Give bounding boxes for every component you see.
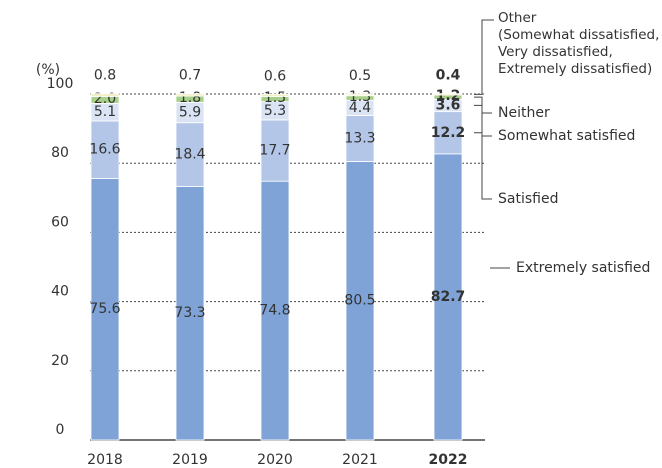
bar-segment — [175, 185, 205, 441]
leader-line — [474, 132, 492, 200]
leader-line — [474, 19, 492, 95]
leader-line — [474, 96, 492, 114]
leader-line — [474, 104, 492, 137]
bar-segment — [260, 119, 290, 182]
value-label: 74.8 — [259, 303, 290, 319]
y-tick-label: 20 — [51, 353, 69, 369]
value-label: 73.3 — [174, 305, 205, 321]
legend-label: Satisfied — [498, 191, 558, 207]
value-label: 12.2 — [431, 125, 466, 141]
value-label: 0.7 — [179, 68, 201, 84]
y-tick-label: 80 — [51, 145, 69, 161]
value-label: 13.3 — [344, 130, 375, 146]
value-label: 82.7 — [431, 289, 466, 305]
bar-segment — [433, 111, 463, 155]
value-label: 0.6 — [264, 68, 286, 84]
x-tick-label: 2021 — [342, 452, 378, 468]
bar-segment — [345, 115, 375, 162]
y-tick-label: 0 — [56, 422, 65, 438]
bar-segment — [433, 153, 463, 441]
y-axis-unit: (%) — [36, 62, 60, 78]
value-label: 5.9 — [179, 105, 201, 121]
legend-label: Other (Somewhat dissatisfied, Very dissa… — [498, 10, 660, 77]
value-label: 3.6 — [436, 97, 461, 113]
bar-segment — [345, 93, 375, 97]
x-tick-label: 2022 — [429, 452, 468, 468]
value-label: 1.2 — [436, 88, 461, 104]
value-label: 5.1 — [94, 104, 116, 120]
bar-segment — [345, 161, 375, 441]
value-label: 5.3 — [264, 103, 286, 119]
value-label: 17.7 — [259, 143, 290, 159]
y-tick-label: 60 — [51, 214, 69, 230]
legend-label: Extremely satisfied — [516, 260, 650, 276]
value-label: 0.4 — [436, 68, 461, 84]
bar-segment — [90, 93, 120, 97]
value-label: 4.4 — [349, 100, 371, 116]
bar-segment — [175, 122, 205, 187]
value-label: 1.3 — [349, 89, 371, 105]
bar-segment — [433, 93, 463, 96]
value-label: 1.5 — [264, 90, 286, 106]
legend-label: Somewhat satisfied — [498, 128, 635, 144]
value-label: 16.6 — [89, 142, 120, 158]
legend-label: Neither — [498, 105, 550, 121]
value-label: 80.5 — [344, 293, 375, 309]
x-tick-label: 2019 — [172, 452, 208, 468]
x-tick-label: 2020 — [257, 452, 293, 468]
value-label: 1.8 — [179, 90, 201, 106]
x-tick-label: 2018 — [87, 452, 123, 468]
value-label: 18.4 — [174, 147, 205, 163]
y-tick-label: 100 — [47, 76, 74, 92]
value-label: 0.8 — [94, 68, 116, 84]
bar-segment — [260, 93, 290, 97]
bar-segment — [175, 93, 205, 97]
y-tick-label: 40 — [51, 284, 69, 300]
value-label: 0.5 — [349, 68, 371, 84]
leader-line — [481, 19, 494, 95]
value-label: 75.6 — [89, 301, 120, 317]
